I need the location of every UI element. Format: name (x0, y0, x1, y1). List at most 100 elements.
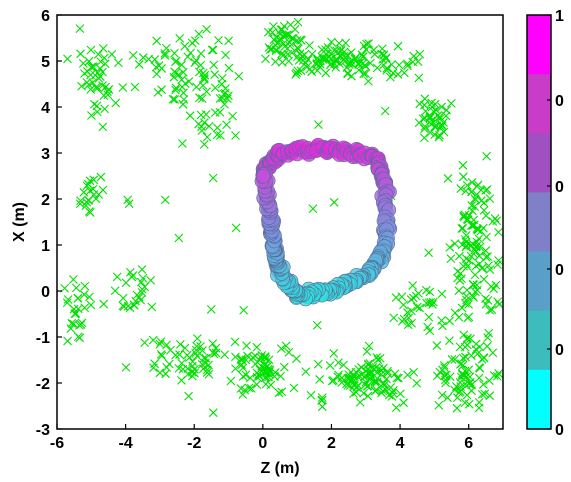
landmark-point (152, 36, 162, 46)
landmark-point (67, 318, 77, 328)
landmark-point (462, 334, 472, 344)
landmark-point (137, 288, 147, 297)
landmark-point (481, 211, 491, 221)
landmark-point (385, 72, 395, 82)
landmark-point (118, 293, 128, 303)
landmark-point (482, 185, 492, 194)
landmark-point (202, 87, 212, 97)
landmark-point (79, 290, 89, 299)
landmark-point (453, 266, 463, 276)
landmark-point (420, 124, 429, 134)
landmark-point (212, 130, 222, 140)
landmark-point (326, 54, 336, 63)
x-tick-label: 0 (258, 435, 267, 452)
landmark-point (140, 338, 150, 348)
landmark-point (131, 296, 140, 306)
landmark-point (437, 289, 447, 299)
y-tick-label: 2 (41, 192, 50, 209)
landmark-point (468, 291, 478, 301)
landmark-point (394, 60, 404, 70)
landmark-point (357, 50, 367, 60)
landmark-point (156, 337, 166, 347)
landmark-point (231, 364, 240, 374)
landmark-point (157, 351, 167, 361)
landmark-point (465, 372, 475, 382)
landmark-point (192, 351, 202, 361)
landmark-point (450, 354, 460, 364)
landmark-point (469, 249, 479, 259)
landmark-point (248, 353, 258, 362)
landmark-point (317, 402, 327, 412)
landmark-point (184, 77, 194, 86)
colorbar-tick-label: 0 (555, 93, 564, 110)
landmark-point (327, 37, 336, 47)
landmark-point (467, 221, 476, 230)
landmark-point (215, 131, 225, 140)
landmark-point (479, 380, 488, 389)
landmark-point (379, 380, 389, 390)
landmark-point (107, 49, 117, 59)
plot-marks (60, 17, 504, 418)
landmark-point (178, 67, 188, 77)
landmark-point (93, 49, 103, 59)
landmark-point (78, 58, 88, 68)
landmark-point (245, 373, 255, 383)
landmark-point (123, 195, 133, 205)
landmark-point (160, 49, 170, 58)
landmark-point (470, 270, 480, 280)
landmark-point (454, 312, 464, 322)
landmark-point (162, 340, 171, 350)
landmark-point (380, 106, 390, 116)
landmark-point (79, 187, 89, 197)
landmark-point (210, 108, 220, 117)
landmark-point (441, 375, 450, 385)
landmark-point (209, 60, 219, 70)
landmark-point (370, 386, 380, 396)
landmark-point (179, 88, 188, 98)
landmark-point (341, 38, 351, 48)
landmark-point (261, 354, 271, 364)
landmark-point (290, 24, 300, 34)
landmark-point (289, 383, 299, 393)
landmark-point (224, 36, 233, 46)
landmark-point (447, 355, 457, 364)
landmark-point (329, 349, 339, 358)
landmark-point (246, 383, 256, 393)
landmark-point (468, 279, 478, 289)
landmark-point (166, 345, 175, 355)
landmark-point (359, 41, 369, 51)
landmark-point (439, 127, 449, 137)
landmark-point (96, 172, 106, 182)
landmark-point (462, 262, 472, 271)
landmark-point (334, 358, 343, 367)
landmark-point (118, 83, 128, 92)
landmark-point (452, 403, 462, 413)
landmark-point (110, 286, 120, 296)
landmark-point (432, 371, 442, 381)
landmark-point (296, 66, 306, 76)
x-tick-label: -2 (187, 435, 201, 452)
landmark-point (123, 301, 133, 311)
landmark-point (443, 174, 453, 183)
landmark-point (494, 369, 504, 378)
landmark-point (190, 58, 200, 67)
landmark-point (284, 56, 294, 66)
landmark-point (153, 88, 163, 97)
landmark-point (366, 369, 376, 379)
landmark-point (221, 50, 230, 60)
landmark-point (281, 31, 290, 40)
landmark-point (196, 341, 205, 351)
landmark-point (84, 56, 94, 66)
landmark-point (472, 280, 482, 290)
landmark-point (382, 63, 392, 73)
axes-frame (56, 14, 504, 430)
landmark-point (204, 121, 214, 131)
landmark-point (361, 69, 371, 78)
landmark-point (157, 85, 166, 95)
landmark-point (457, 370, 467, 380)
landmark-point (339, 360, 348, 370)
landmark-point (317, 393, 327, 402)
landmark-point (482, 341, 492, 351)
landmark-point (408, 293, 418, 303)
landmark-point (296, 35, 305, 44)
